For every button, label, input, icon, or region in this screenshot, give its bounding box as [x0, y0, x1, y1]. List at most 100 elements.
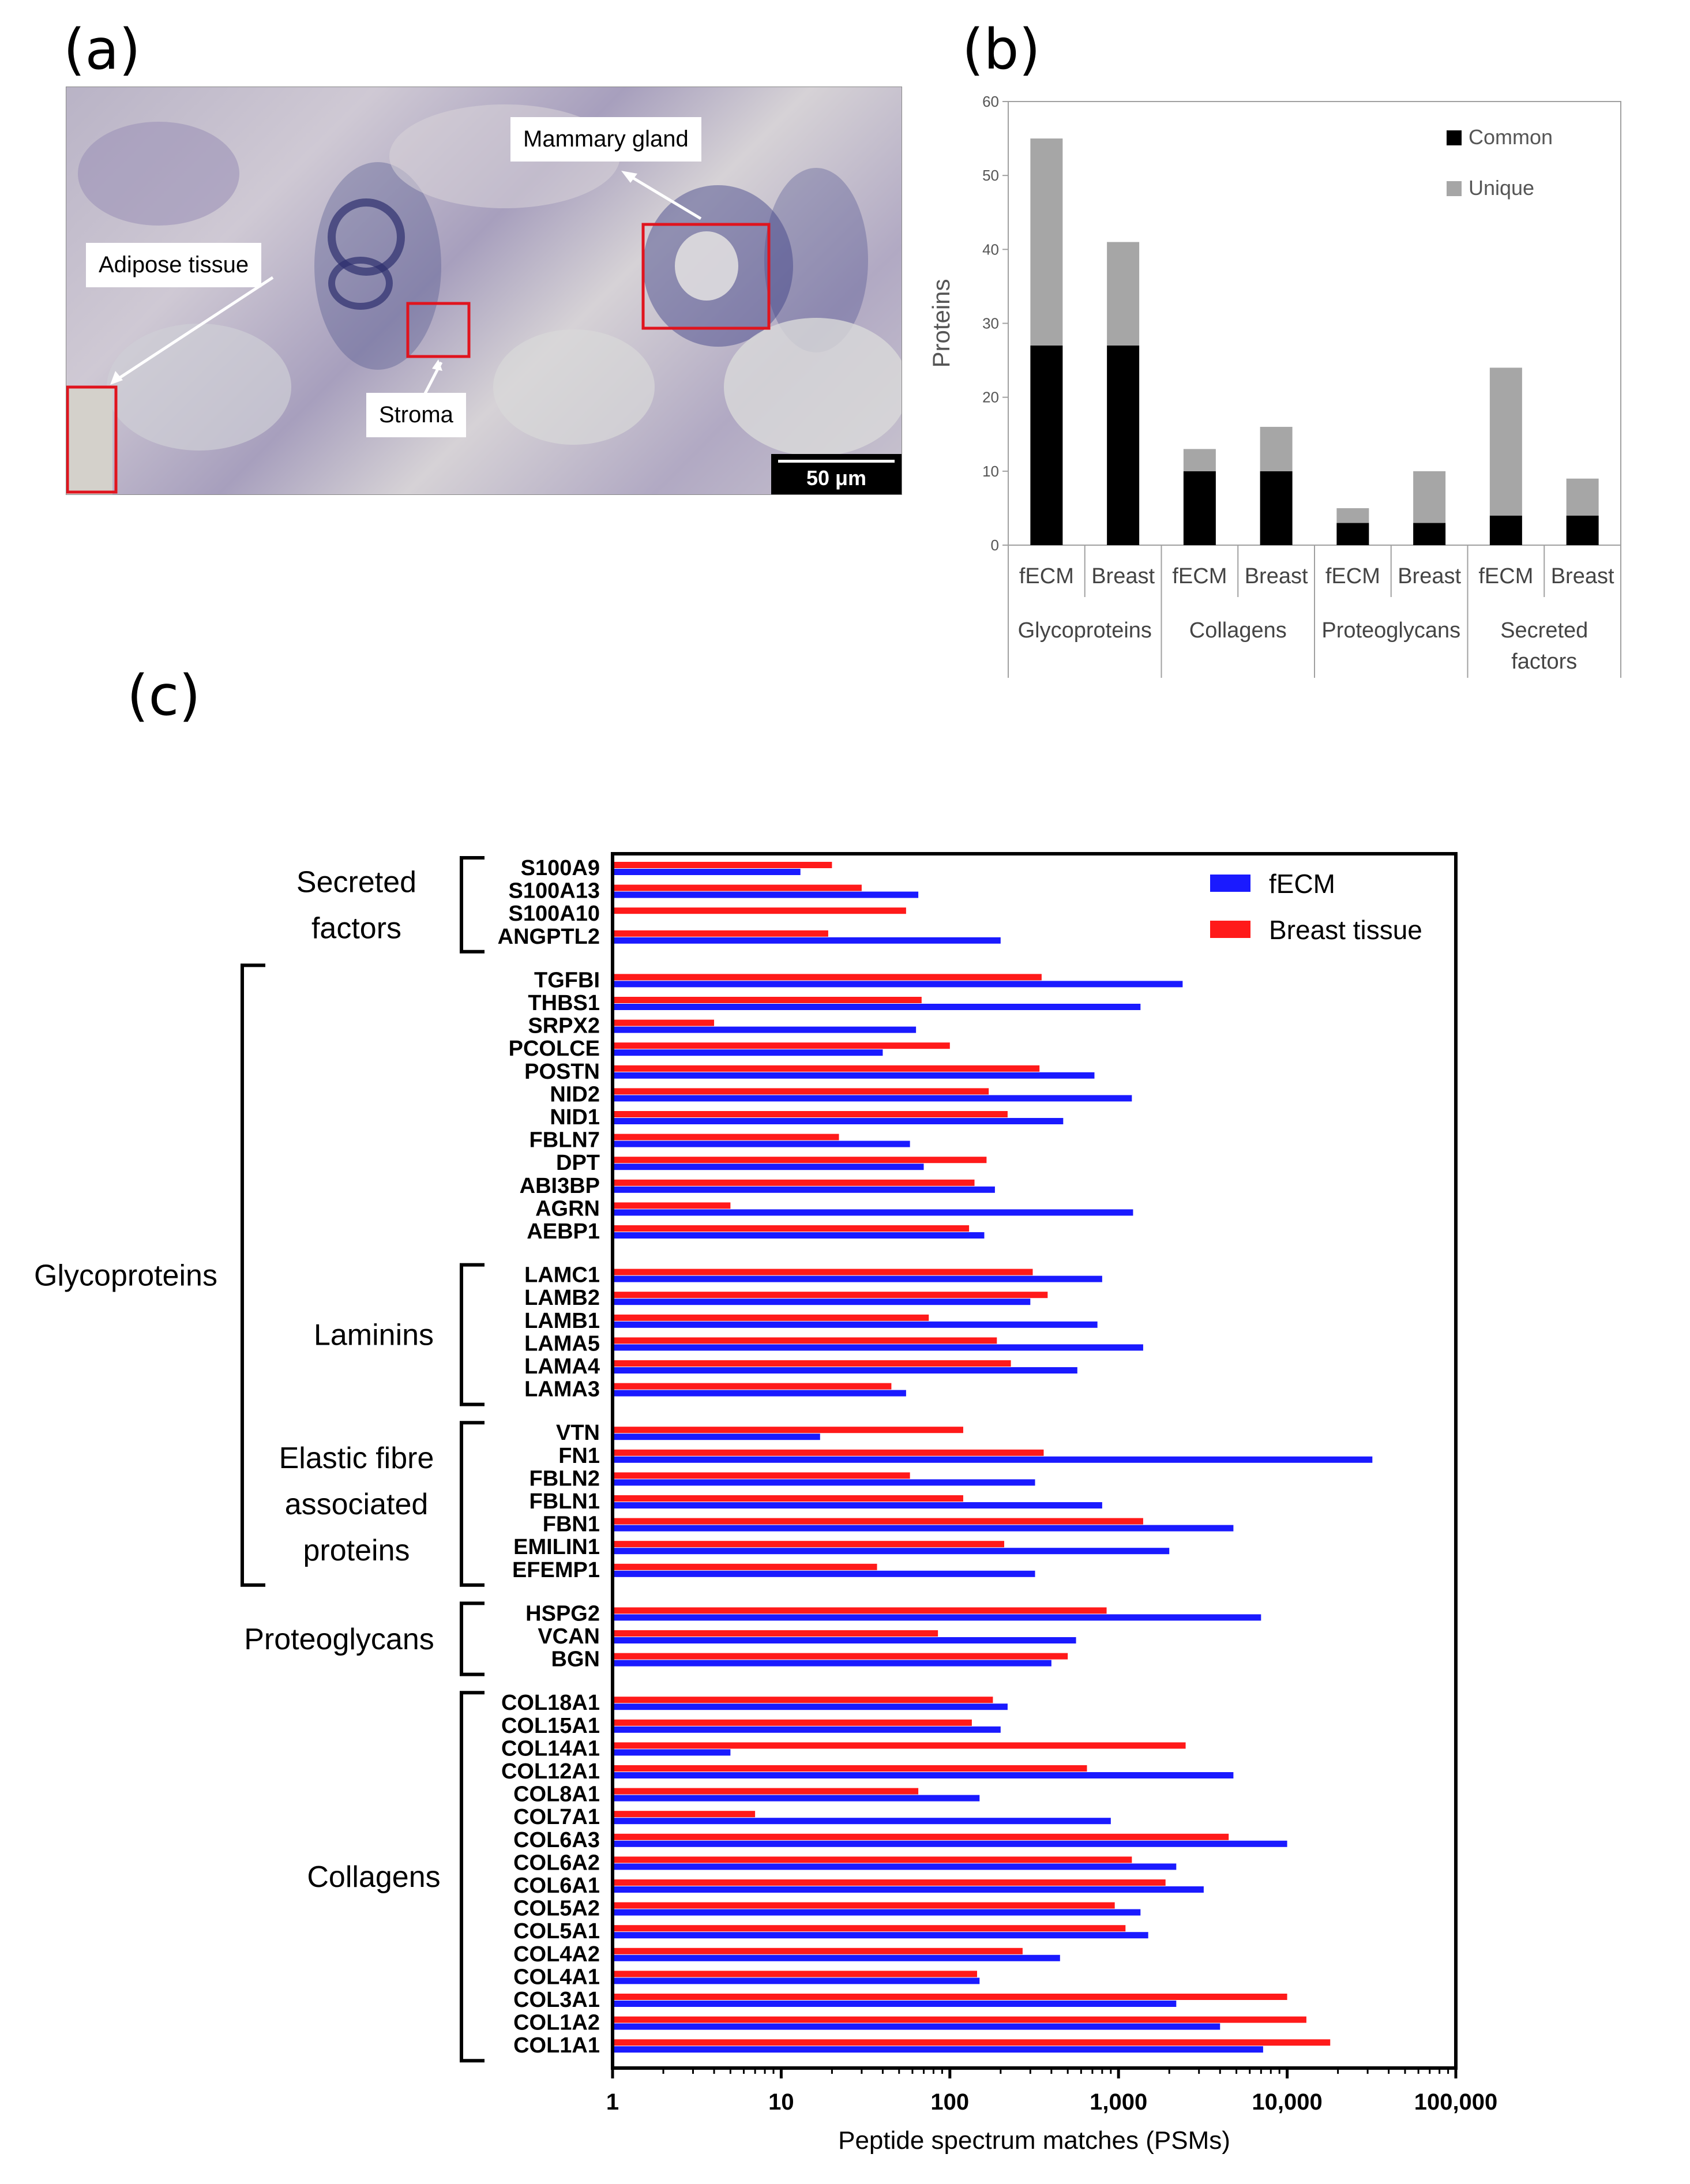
- bar-fecm-hspg2: [613, 1614, 1261, 1621]
- protein-label-col5a1: COL5A1: [513, 1919, 600, 1943]
- protein-label-col14a1: COL14A1: [501, 1736, 600, 1761]
- bar-breast-fbn1: [613, 1518, 1143, 1525]
- bar-fecm-col1a1: [613, 2046, 1263, 2053]
- panel-a-label: (a): [63, 17, 141, 82]
- bar-common-1: [1107, 345, 1140, 545]
- legend-label-breast-tissue: Breast tissue: [1269, 915, 1422, 945]
- adipose-box: [66, 385, 118, 494]
- adipose-arrow: [111, 276, 274, 384]
- bracket-collagens: [460, 1691, 485, 2063]
- y-tick-label-50: 50: [982, 167, 999, 184]
- bar-fecm-col18a1: [613, 1703, 1008, 1710]
- bar-breast-fbln1: [613, 1495, 963, 1502]
- protein-label-thbs1: THBS1: [528, 991, 600, 1015]
- bar-breast-col4a1: [613, 1971, 977, 1977]
- bar-fecm-lamc1: [613, 1275, 1102, 1282]
- x-tick-label-0: 1: [606, 2089, 619, 2115]
- group-label-secreted-factors-0: Secreted: [296, 865, 416, 899]
- protein-label-abi3bp: ABI3BP: [520, 1174, 600, 1198]
- bar-fecm-angptl2: [613, 937, 1001, 944]
- bar-fecm-fbln2: [613, 1479, 1035, 1486]
- category-label-6: fECM: [1478, 564, 1533, 588]
- bar-common-7: [1566, 515, 1599, 545]
- bar-breast-col5a2: [613, 1902, 1115, 1909]
- bar-fecm-postn: [613, 1072, 1095, 1079]
- bar-fecm-col4a2: [613, 1954, 1060, 1961]
- protein-label-emilin1: EMILIN1: [513, 1535, 600, 1559]
- bar-breast-hspg2: [613, 1607, 1107, 1614]
- bar-fecm-col12a1: [613, 1772, 1234, 1778]
- bar-fecm-lama5: [613, 1344, 1143, 1351]
- bar-breast-lama5: [613, 1337, 997, 1344]
- bar-fecm-efemp1: [613, 1570, 1035, 1577]
- bar-breast-abi3bp: [613, 1179, 975, 1186]
- bar-breast-col5a1: [613, 1925, 1126, 1932]
- bar-fecm-nid1: [613, 1118, 1064, 1124]
- protein-label-col6a2: COL6A2: [513, 1851, 600, 1875]
- protein-label-srpx2: SRPX2: [528, 1014, 600, 1038]
- protein-label-nid2: NID2: [550, 1082, 600, 1106]
- bar-fecm-emilin1: [613, 1548, 1170, 1555]
- protein-label-col18a1: COL18A1: [501, 1691, 600, 1715]
- group-label-proteoglycans: Proteoglycans: [1321, 618, 1460, 643]
- bar-breast-s100a10: [613, 907, 906, 914]
- bar-breast-fn1: [613, 1449, 1044, 1456]
- bar-breast-nid2: [613, 1088, 989, 1095]
- group-label-collagens: Collagens: [1189, 618, 1287, 643]
- protein-label-fbn1: FBN1: [543, 1513, 600, 1537]
- bar-fecm-agrn: [613, 1209, 1133, 1216]
- bar-fecm-col5a2: [613, 1909, 1141, 1916]
- bar-fecm-fbln7: [613, 1140, 910, 1147]
- x-tick-label-2: 100: [930, 2089, 969, 2115]
- bar-fecm-lama3: [613, 1390, 906, 1397]
- legend-label-common: Common: [1469, 125, 1553, 149]
- bar-fecm-vtn: [613, 1434, 820, 1440]
- bar-breast-dpt: [613, 1157, 987, 1164]
- bar-unique-0: [1030, 138, 1063, 346]
- bar-unique-7: [1566, 478, 1599, 516]
- bar-fecm-col15a1: [613, 1726, 1001, 1733]
- bar-unique-2: [1183, 449, 1216, 471]
- bar-fecm-col5a1: [613, 1932, 1148, 1939]
- bar-fecm-col7a1: [613, 1818, 1111, 1825]
- bar-common-3: [1260, 471, 1293, 545]
- bar-breast-thbs1: [613, 997, 922, 1003]
- bar-breast-col18a1: [613, 1697, 993, 1703]
- bar-breast-lama4: [613, 1360, 1011, 1367]
- category-label-0: fECM: [1019, 564, 1074, 588]
- group-label-elastic-fibre-associated-proteins-1: associated: [285, 1488, 429, 1521]
- panel-c-label: (c): [127, 663, 201, 728]
- bar-fecm-col3a1: [613, 2001, 1177, 2007]
- protein-label-col1a1: COL1A1: [513, 2033, 600, 2058]
- category-label-3: Breast: [1245, 564, 1308, 588]
- bar-common-5: [1413, 523, 1446, 545]
- bar-breast-s100a13: [613, 884, 862, 891]
- protein-label-col3a1: COL3A1: [513, 1988, 600, 2012]
- y-tick-label-20: 20: [982, 389, 999, 406]
- bar-fecm-pcolce: [613, 1049, 883, 1056]
- protein-label-hspg2: HSPG2: [525, 1601, 600, 1626]
- bar-breast-emilin1: [613, 1541, 1005, 1548]
- bar-breast-srpx2: [613, 1019, 715, 1026]
- group-label-secreted-factors-0: Secreted: [1500, 618, 1588, 643]
- bracket-glycoproteins: [241, 963, 265, 1587]
- y-tick-label-40: 40: [982, 241, 999, 258]
- bar-breast-tgfbi: [613, 974, 1042, 981]
- group-label-elastic-fibre-associated-proteins-2: proteins: [303, 1534, 410, 1567]
- bar-fecm-col6a1: [613, 1886, 1204, 1893]
- scale-bar: 50 μm: [771, 454, 902, 494]
- bar-fecm-fbn1: [613, 1525, 1234, 1532]
- tissue-texture: [66, 104, 902, 494]
- bar-breast-col4a2: [613, 1947, 1023, 1954]
- bar-breast-nid1: [613, 1111, 1008, 1117]
- bar-common-4: [1336, 523, 1369, 545]
- protein-label-lama3: LAMA3: [524, 1378, 600, 1402]
- group-label-secreted-factors-1: factors: [1511, 650, 1577, 674]
- bar-breast-vcan: [613, 1630, 938, 1637]
- bar-breast-col8a1: [613, 1788, 919, 1795]
- bar-breast-bgn: [613, 1653, 1068, 1660]
- protein-label-lamb1: LAMB1: [524, 1309, 600, 1333]
- bar-fecm-thbs1: [613, 1004, 1141, 1010]
- legend-swatch-fecm: [1210, 875, 1250, 892]
- bar-breast-col6a2: [613, 1856, 1132, 1863]
